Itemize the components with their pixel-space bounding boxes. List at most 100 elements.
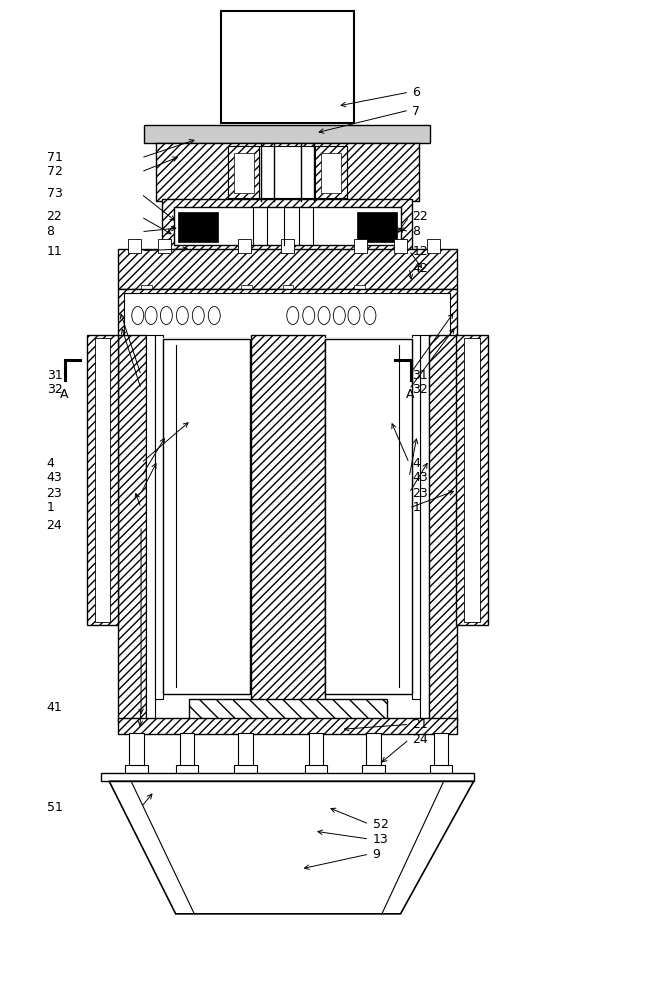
Text: 43: 43 bbox=[47, 471, 62, 484]
Bar bbox=[357, 212, 397, 242]
Bar bbox=[241, 285, 252, 291]
Text: 9: 9 bbox=[373, 848, 381, 861]
Bar bbox=[118, 335, 146, 721]
Bar bbox=[124, 293, 450, 338]
Circle shape bbox=[145, 307, 157, 324]
Circle shape bbox=[160, 307, 172, 324]
Bar bbox=[354, 285, 365, 291]
Bar bbox=[87, 335, 118, 625]
Bar bbox=[427, 239, 440, 253]
Bar bbox=[228, 146, 259, 198]
Bar bbox=[155, 335, 163, 699]
Bar bbox=[180, 733, 194, 767]
Text: 6: 6 bbox=[413, 86, 420, 99]
Bar bbox=[234, 765, 257, 775]
Text: 31: 31 bbox=[413, 369, 428, 382]
Bar bbox=[118, 249, 457, 289]
Text: 24: 24 bbox=[47, 519, 62, 532]
Bar bbox=[305, 765, 327, 775]
Bar bbox=[144, 125, 430, 143]
Bar bbox=[366, 733, 381, 767]
Text: 21: 21 bbox=[413, 718, 428, 731]
Text: 51: 51 bbox=[47, 801, 63, 814]
Circle shape bbox=[333, 307, 345, 324]
Bar bbox=[228, 146, 347, 198]
Circle shape bbox=[132, 307, 144, 324]
Bar bbox=[325, 339, 412, 694]
Bar bbox=[146, 335, 155, 721]
Bar bbox=[281, 239, 294, 253]
Bar bbox=[321, 153, 341, 193]
Text: 73: 73 bbox=[47, 187, 63, 200]
Text: 72: 72 bbox=[47, 165, 63, 178]
Text: 71: 71 bbox=[47, 151, 63, 164]
Text: 42: 42 bbox=[413, 262, 428, 275]
Bar bbox=[118, 718, 457, 734]
Text: 22: 22 bbox=[47, 210, 62, 223]
Circle shape bbox=[176, 307, 188, 324]
Text: 7: 7 bbox=[413, 105, 420, 118]
Text: 1: 1 bbox=[47, 501, 55, 514]
Bar bbox=[251, 335, 325, 721]
Bar bbox=[234, 153, 254, 193]
Bar bbox=[325, 338, 413, 695]
Bar bbox=[221, 11, 354, 123]
Bar bbox=[430, 765, 452, 775]
Text: 4: 4 bbox=[47, 457, 55, 470]
Bar bbox=[162, 199, 413, 251]
Circle shape bbox=[192, 307, 204, 324]
Circle shape bbox=[318, 307, 330, 324]
Bar bbox=[141, 285, 152, 291]
Circle shape bbox=[348, 307, 360, 324]
Bar bbox=[176, 765, 198, 775]
Text: 8: 8 bbox=[413, 225, 420, 238]
Bar bbox=[118, 289, 457, 340]
Bar bbox=[456, 335, 488, 625]
Text: 52: 52 bbox=[373, 818, 389, 831]
Bar bbox=[283, 285, 293, 291]
Text: 23: 23 bbox=[47, 487, 62, 500]
Text: 32: 32 bbox=[413, 383, 428, 396]
Circle shape bbox=[287, 307, 299, 324]
Bar bbox=[163, 338, 251, 695]
Text: 13: 13 bbox=[373, 833, 388, 846]
Text: 43: 43 bbox=[413, 471, 428, 484]
Bar bbox=[125, 765, 148, 775]
Bar bbox=[434, 733, 448, 767]
Bar bbox=[429, 335, 457, 721]
Bar bbox=[464, 338, 480, 622]
Bar bbox=[156, 143, 419, 201]
Text: 31: 31 bbox=[47, 369, 62, 382]
Bar bbox=[362, 765, 385, 775]
Text: 4: 4 bbox=[413, 457, 420, 470]
Bar bbox=[315, 146, 347, 198]
Text: 32: 32 bbox=[47, 383, 62, 396]
Bar bbox=[101, 773, 474, 781]
Bar bbox=[412, 335, 420, 699]
Text: A: A bbox=[60, 388, 69, 401]
Bar bbox=[238, 239, 251, 253]
Bar bbox=[128, 239, 141, 253]
Circle shape bbox=[364, 307, 376, 324]
Text: A: A bbox=[406, 388, 415, 401]
Bar bbox=[178, 212, 218, 242]
Bar bbox=[420, 335, 429, 721]
Bar bbox=[238, 733, 253, 767]
Bar bbox=[354, 239, 367, 253]
Text: 24: 24 bbox=[413, 733, 428, 746]
Text: 22: 22 bbox=[413, 210, 428, 223]
Text: 12: 12 bbox=[413, 245, 428, 258]
Text: 11: 11 bbox=[47, 245, 62, 258]
Text: 1: 1 bbox=[413, 501, 420, 514]
Bar bbox=[394, 239, 407, 253]
Bar bbox=[163, 339, 250, 694]
Bar bbox=[309, 733, 323, 767]
Bar bbox=[158, 239, 171, 253]
Bar bbox=[129, 733, 144, 767]
Circle shape bbox=[208, 307, 220, 324]
Text: 8: 8 bbox=[47, 225, 55, 238]
Text: 23: 23 bbox=[413, 487, 428, 500]
Bar bbox=[189, 699, 387, 719]
Text: 41: 41 bbox=[47, 701, 62, 714]
Bar bbox=[94, 338, 110, 622]
